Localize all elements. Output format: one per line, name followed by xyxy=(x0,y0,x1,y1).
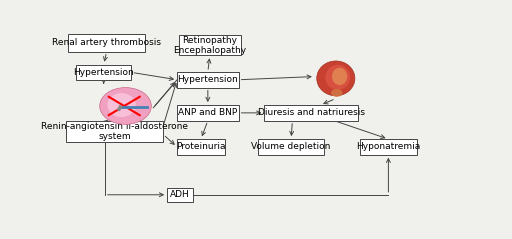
FancyBboxPatch shape xyxy=(177,139,225,155)
Ellipse shape xyxy=(332,68,347,85)
FancyBboxPatch shape xyxy=(359,139,417,155)
Text: Proteinuria: Proteinuria xyxy=(176,142,226,152)
Text: Hyponatremia: Hyponatremia xyxy=(356,142,420,152)
FancyBboxPatch shape xyxy=(66,121,163,142)
FancyBboxPatch shape xyxy=(167,188,193,202)
Ellipse shape xyxy=(100,87,152,124)
Ellipse shape xyxy=(108,93,136,117)
FancyBboxPatch shape xyxy=(264,105,357,121)
Text: Hypertension: Hypertension xyxy=(73,68,134,77)
Ellipse shape xyxy=(325,65,350,90)
Text: ANP and BNP: ANP and BNP xyxy=(178,108,238,117)
Text: Hypertension: Hypertension xyxy=(178,75,238,84)
Text: Renin-angiotensin II-aldosterone
system: Renin-angiotensin II-aldosterone system xyxy=(41,122,188,141)
Text: Diuresis and natriuresis: Diuresis and natriuresis xyxy=(258,108,365,117)
FancyBboxPatch shape xyxy=(68,34,145,52)
Text: Retinopathy
Encephalopathy: Retinopathy Encephalopathy xyxy=(173,36,246,55)
FancyBboxPatch shape xyxy=(179,35,241,55)
FancyBboxPatch shape xyxy=(76,65,132,80)
Text: Volume depletion: Volume depletion xyxy=(251,142,331,152)
Text: ADH: ADH xyxy=(170,190,190,199)
Text: Renal artery thrombosis: Renal artery thrombosis xyxy=(52,38,161,48)
Ellipse shape xyxy=(331,89,343,97)
FancyBboxPatch shape xyxy=(259,139,324,155)
FancyBboxPatch shape xyxy=(177,72,239,87)
Ellipse shape xyxy=(317,61,355,96)
FancyBboxPatch shape xyxy=(177,105,239,121)
